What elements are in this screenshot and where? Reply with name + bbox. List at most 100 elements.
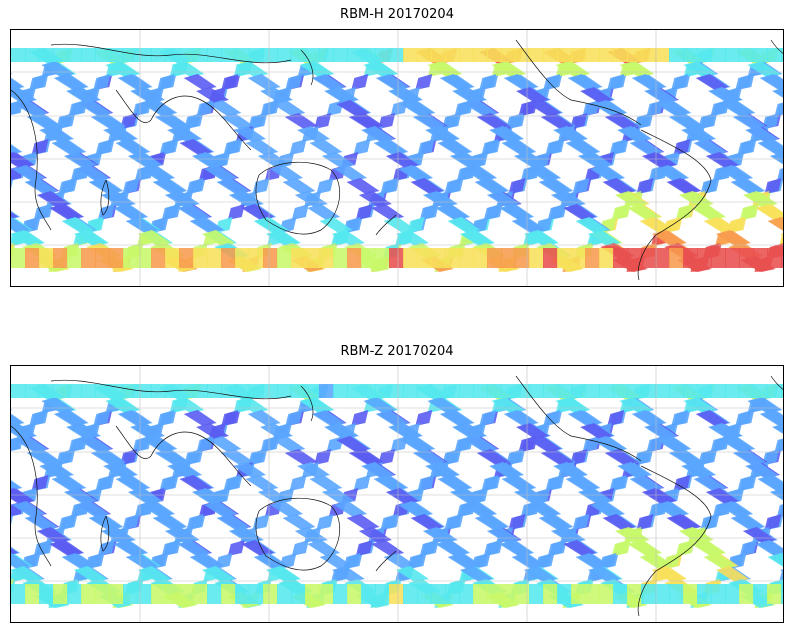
swath-edge-cell <box>767 248 782 268</box>
swath-edge-cell <box>473 248 488 268</box>
swath-cell <box>683 397 717 413</box>
swath-cell <box>363 397 397 413</box>
swath-cell <box>442 449 460 465</box>
swath-cell <box>208 436 242 452</box>
swath-edge-cell <box>529 384 544 398</box>
swath-cell <box>513 488 547 504</box>
swath-edge-cell <box>501 584 516 604</box>
swath-cell <box>351 410 369 426</box>
swath-cell <box>730 178 764 194</box>
swath-cell <box>105 397 139 413</box>
swath-cell <box>764 178 782 194</box>
swath-cell <box>11 73 13 75</box>
swath-cell <box>769 152 783 165</box>
swath-cell <box>241 204 275 220</box>
coastline-path <box>50 379 292 400</box>
swath-cell <box>346 514 380 530</box>
swath-cell <box>390 100 408 116</box>
swath-cell <box>476 113 510 129</box>
swath-cell <box>419 204 437 220</box>
swath-cell <box>373 475 407 491</box>
swath-cell <box>540 113 574 129</box>
swath-cell <box>56 449 74 465</box>
swath-cell <box>673 139 691 155</box>
swath-cell <box>90 449 124 465</box>
swath-cell <box>437 475 471 491</box>
swath-cell <box>235 61 269 77</box>
swath-cell <box>609 139 627 155</box>
swath-cell <box>447 217 481 233</box>
swath-cell <box>629 139 663 155</box>
swath-edge-cell <box>277 48 292 62</box>
swath-cell <box>779 233 783 236</box>
swath-cell <box>159 475 177 491</box>
swath-cell <box>491 61 525 77</box>
swath-cell <box>363 61 397 77</box>
swath-cell <box>12 165 46 181</box>
swath-cell <box>609 475 627 491</box>
swath-cell <box>336 100 370 116</box>
swath-cell <box>371 204 405 220</box>
swath-cell <box>511 217 545 233</box>
swath-cell <box>782 504 783 506</box>
swath-edge-cell <box>389 48 404 62</box>
swath-edge-cell <box>403 248 418 268</box>
swath-cell <box>115 475 149 491</box>
swath-edge-cell <box>151 248 166 268</box>
swath-cell <box>528 100 562 116</box>
swath-cell <box>582 100 600 116</box>
swath-edge-cell <box>109 248 124 268</box>
swath-cell <box>611 204 629 220</box>
swath-cell <box>49 204 83 220</box>
swath-cell <box>220 113 254 129</box>
swath-cell <box>449 488 483 504</box>
swath-cell <box>772 423 783 434</box>
swath-edge-cell <box>375 584 390 604</box>
swath-cell <box>247 410 281 426</box>
swath-cell <box>634 113 652 129</box>
swath-cell <box>718 501 752 517</box>
swath-edge-cell <box>669 384 684 398</box>
swath-cell <box>309 139 343 155</box>
swath-edge-cell <box>333 48 348 62</box>
swath-edge-cell <box>753 48 768 62</box>
swath-cell <box>764 514 782 530</box>
swath-cell <box>499 204 533 220</box>
swath-edge-cell <box>697 584 712 604</box>
swath-edge-cell <box>347 48 362 62</box>
swath-edge-cell <box>39 384 54 398</box>
swath-cell <box>513 152 547 168</box>
swath-edge-cell <box>515 248 530 268</box>
swath-cell <box>63 152 97 168</box>
swath-cell <box>691 540 725 556</box>
swath-group <box>11 48 783 272</box>
swath-cell <box>427 61 461 77</box>
swath-edge-cell <box>431 584 446 604</box>
swath-edge-cell <box>515 584 530 604</box>
swath-cell <box>324 87 358 103</box>
swath-cell <box>422 191 456 207</box>
swath-edge-cell <box>375 384 390 398</box>
swath-cell <box>508 178 526 194</box>
swath-cell <box>216 514 250 530</box>
swath-edge-cell <box>291 584 306 604</box>
swath-cell <box>221 410 239 426</box>
swath-cell <box>228 527 262 543</box>
swath-cell <box>179 139 213 155</box>
swath-edge-cell <box>487 584 502 604</box>
swath-cell <box>378 449 396 465</box>
swath-edge-cell <box>613 584 628 604</box>
swath-cell <box>503 74 537 90</box>
swath-cell <box>314 449 332 465</box>
swath-cell <box>705 488 739 504</box>
swath-cell <box>627 204 661 220</box>
swath-cell <box>216 178 250 194</box>
swath-cell <box>14 436 48 452</box>
swath-cell <box>73 230 107 246</box>
swath-cell <box>501 475 535 491</box>
swath-edge-cell <box>249 584 264 604</box>
swath-edge-cell <box>11 48 26 62</box>
swath-cell <box>776 504 783 517</box>
swath-cell <box>120 449 138 465</box>
swath-cell <box>442 113 460 129</box>
